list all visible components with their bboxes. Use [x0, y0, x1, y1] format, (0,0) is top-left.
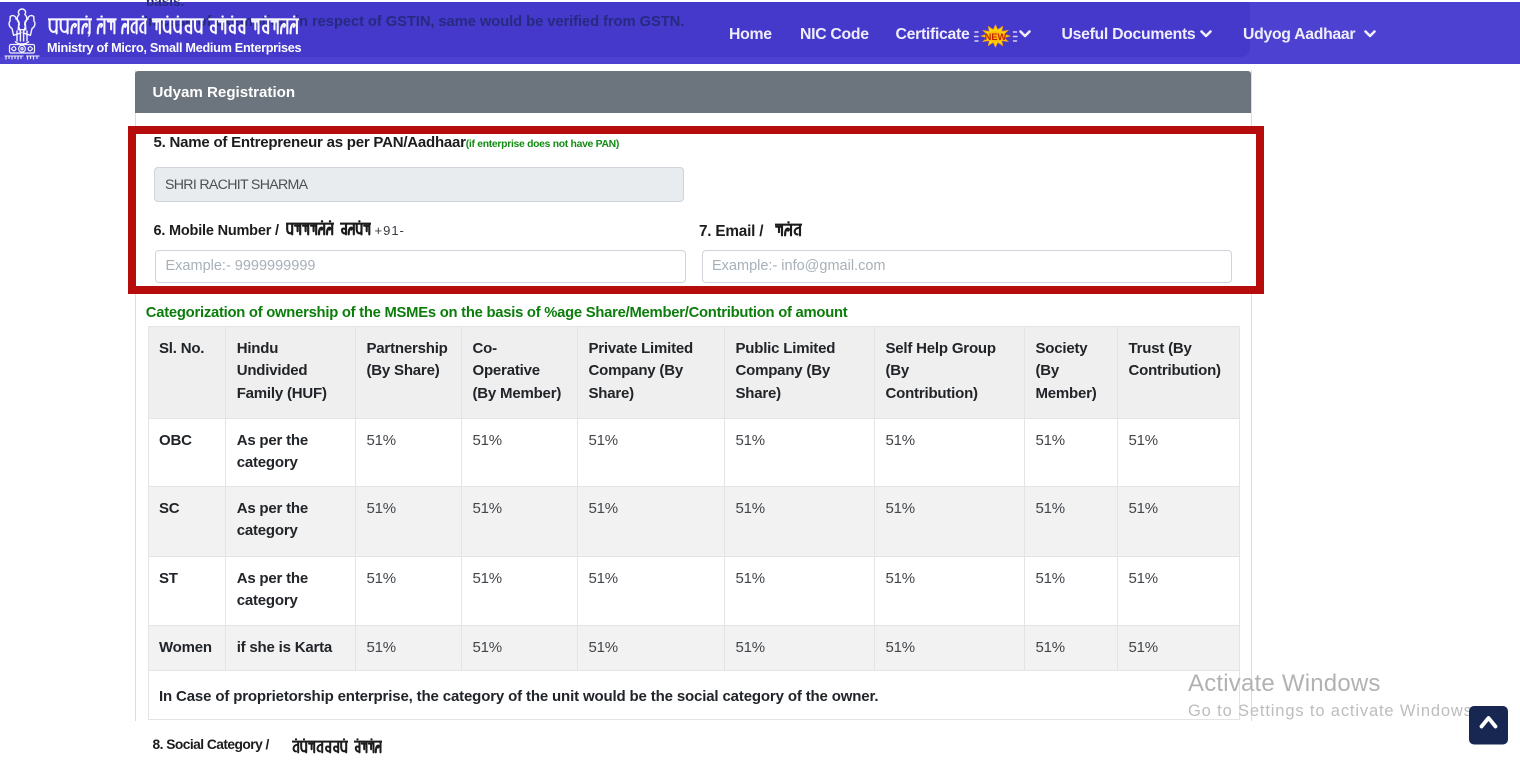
svg-text:NEW: NEW — [985, 32, 1007, 42]
